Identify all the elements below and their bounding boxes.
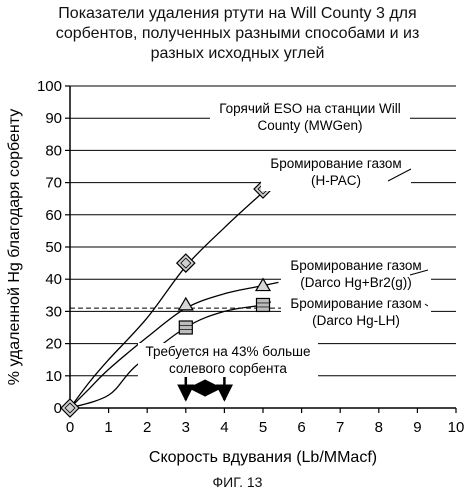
x-tick-label-0: 0 [66,419,74,436]
marker-darco-hg-lh-1 [179,321,192,334]
x-tick-label-10: 10 [448,419,465,436]
x-tick-label-7: 7 [336,419,344,436]
x-tick-label-5: 5 [259,419,267,436]
x-tick-label-3: 3 [182,419,190,436]
figure-caption: ФИГ. 13 [0,474,475,490]
y-axis-label: % удаленной Hg благодаря сорбенту [6,109,23,385]
annotation-1-line-0: Бромирование газом [270,156,401,171]
x-tick-label-9: 9 [413,419,421,436]
annotation-4-line-1: солевого сорбента [169,361,287,376]
x-tick-label-8: 8 [375,419,383,436]
annotation-4-line-0: Требуется на 43% больше [146,344,311,359]
x-tick-label-4: 4 [220,419,228,436]
y-tick-label-80: 80 [45,142,62,159]
x-tick-label-2: 2 [143,419,151,436]
annotation-0-line-0: Горячий ESO на станции Will [219,101,400,116]
y-tick-label-90: 90 [45,110,62,127]
y-tick-label-100: 100 [37,78,62,95]
y-tick-label-70: 70 [45,175,62,192]
marker-darco-hg-br2-1 [179,298,193,310]
annotation-3-line-1: (Darco Hg-LH) [312,313,400,328]
y-tick-label-20: 20 [45,336,62,353]
marker-darco-hg-lh-2 [257,298,270,311]
y-tick-label-30: 30 [45,303,62,320]
y-tick-label-60: 60 [45,207,62,224]
annotation-2-line-1: (Darco Hg+Br2(g)) [300,275,411,290]
annotation-3-line-0: Бромирование газом [290,296,421,311]
x-tick-label-1: 1 [104,419,112,436]
marker-h-pac-1 [177,254,195,272]
y-tick-label-10: 10 [45,368,62,385]
annotation-0-line-1: County (MWGen) [257,118,362,133]
annotation-1-line-1: (H-PAC) [311,173,361,188]
annotation-2-line-0: Бромирование газом [290,258,421,273]
x-axis-label: Скорость вдувания (Lb/MMacf) [149,449,377,466]
y-tick-label-50: 50 [45,239,62,256]
x-tick-label-6: 6 [297,419,305,436]
y-tick-label-40: 40 [45,271,62,288]
